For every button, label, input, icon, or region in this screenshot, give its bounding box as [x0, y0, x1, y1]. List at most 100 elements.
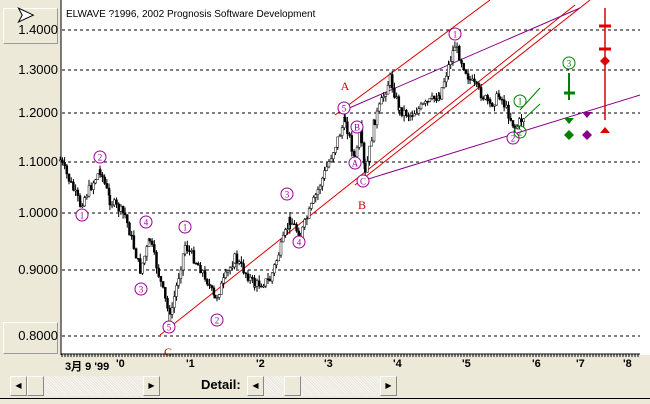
price-bar-body [148, 238, 152, 242]
wave-label: 1 [80, 211, 85, 221]
price-bar-body [199, 264, 202, 274]
wave-letter-label: A [341, 79, 350, 93]
price-bar-body [509, 117, 512, 121]
x-tick-label: '0 [116, 358, 125, 370]
trend-line [524, 103, 541, 119]
wave-label: 4 [144, 218, 149, 228]
price-bar-body [181, 253, 185, 271]
wave-label-circle [292, 235, 306, 249]
price-bar-body [493, 104, 496, 107]
wave-label: A [352, 159, 359, 169]
price-bar-body [72, 181, 75, 191]
price-bar-body [277, 254, 281, 262]
price-bar-body [266, 278, 270, 281]
price-bar-body [307, 208, 311, 219]
price-bar-body [301, 226, 304, 238]
price-bar-body [310, 203, 313, 209]
detail-thumb[interactable] [284, 376, 301, 396]
price-bar-body [215, 297, 219, 299]
price-bar-body [486, 95, 489, 102]
x-tick-label: '3 [324, 358, 333, 370]
price-bar-body [63, 162, 66, 166]
price-bar-body [168, 314, 172, 322]
price-bar-body [442, 81, 446, 88]
price-bar-body [477, 83, 481, 88]
price-bar-body [453, 47, 457, 51]
wave-label-circle [562, 56, 576, 70]
scroll-left-button[interactable]: ◀ [10, 376, 27, 396]
trend-line [364, 94, 641, 181]
wave-label-circle [356, 174, 370, 188]
price-bar-body [390, 74, 394, 89]
wave-letter-label: C [164, 345, 172, 358]
price-bar-body [346, 121, 349, 134]
time-scrollbar[interactable]: ◀ ▶ [10, 376, 160, 396]
price-bar-body [228, 267, 232, 271]
scroll-right-button[interactable]: ▶ [143, 376, 160, 396]
price-bar-body [475, 81, 478, 84]
price-bar-body [81, 205, 84, 208]
x-tick-label: '4 [393, 358, 402, 370]
wave-label-circle [93, 150, 107, 164]
wave-label-circle [75, 208, 89, 222]
price-bar-body [303, 219, 306, 228]
price-bar-body [139, 258, 142, 274]
price-bar-body [419, 103, 423, 109]
price-bar-body [197, 263, 200, 266]
price-bar-body [164, 287, 167, 299]
scroll-thumb[interactable] [27, 376, 44, 396]
y-tick-label: 1.3000 [18, 62, 58, 77]
price-bar-body [175, 285, 178, 297]
green-triangle-marker [564, 118, 574, 124]
price-bar-body [231, 266, 234, 269]
price-bar-body [316, 189, 320, 195]
price-bar-body [210, 285, 213, 289]
wave-label: 5 [167, 323, 172, 333]
wave-letter-label: B [358, 198, 366, 212]
detail-left-button[interactable]: ◀ [247, 376, 264, 396]
trend-line [334, 0, 491, 116]
price-bar-body [340, 127, 344, 136]
price-bar-body [293, 223, 296, 226]
price-bar-body [505, 104, 508, 108]
price-bar-body [69, 181, 73, 183]
price-bar-body [327, 161, 331, 168]
price-bar-body [275, 260, 278, 266]
y-tick-label: 1.0000 [18, 205, 58, 220]
price-bar-body [338, 135, 342, 138]
price-bar-body [484, 95, 487, 100]
y-tick-label: 0.8000 [18, 328, 58, 343]
price-bar-body [421, 103, 425, 105]
price-bar-body [430, 95, 434, 99]
wave-label: 3 [285, 190, 290, 200]
price-chart[interactable]: ELWAVE ?1996, 2002 Prognosis Software De… [0, 0, 650, 358]
price-bar-body [281, 235, 285, 243]
red-triangle-marker [600, 127, 610, 133]
price-bar-body [262, 285, 265, 288]
price-bar-body [203, 272, 207, 280]
wave-label: 1 [518, 97, 523, 107]
price-bar-body [426, 100, 429, 103]
mouse-cursor-icon: ➤ [15, 2, 35, 28]
price-bar-body [451, 50, 455, 62]
y-tick-label: 1.1000 [18, 154, 58, 169]
price-bar-body [96, 173, 100, 180]
price-bar-body [173, 296, 176, 308]
wave-label: 3 [139, 285, 144, 295]
price-bar-body [226, 270, 230, 273]
price-bar-body [284, 229, 287, 236]
price-bar-body [417, 108, 421, 114]
x-tick-label: 3月 9 '99 [65, 361, 110, 373]
price-bar-body [78, 201, 82, 207]
wave-label-circle [210, 313, 224, 327]
detail-right-button[interactable]: ▶ [380, 376, 397, 396]
price-bar-body [155, 251, 158, 269]
price-bar-body [273, 264, 276, 274]
y-axis-bottom-box [3, 322, 58, 354]
detail-scrollbar[interactable]: ◀ ▶ [247, 376, 397, 396]
price-bar-body [126, 214, 129, 224]
price-bar-body [471, 78, 474, 81]
price-bar-body [224, 271, 228, 278]
price-bar-body [520, 118, 523, 122]
x-tick-label: '6 [532, 358, 541, 370]
